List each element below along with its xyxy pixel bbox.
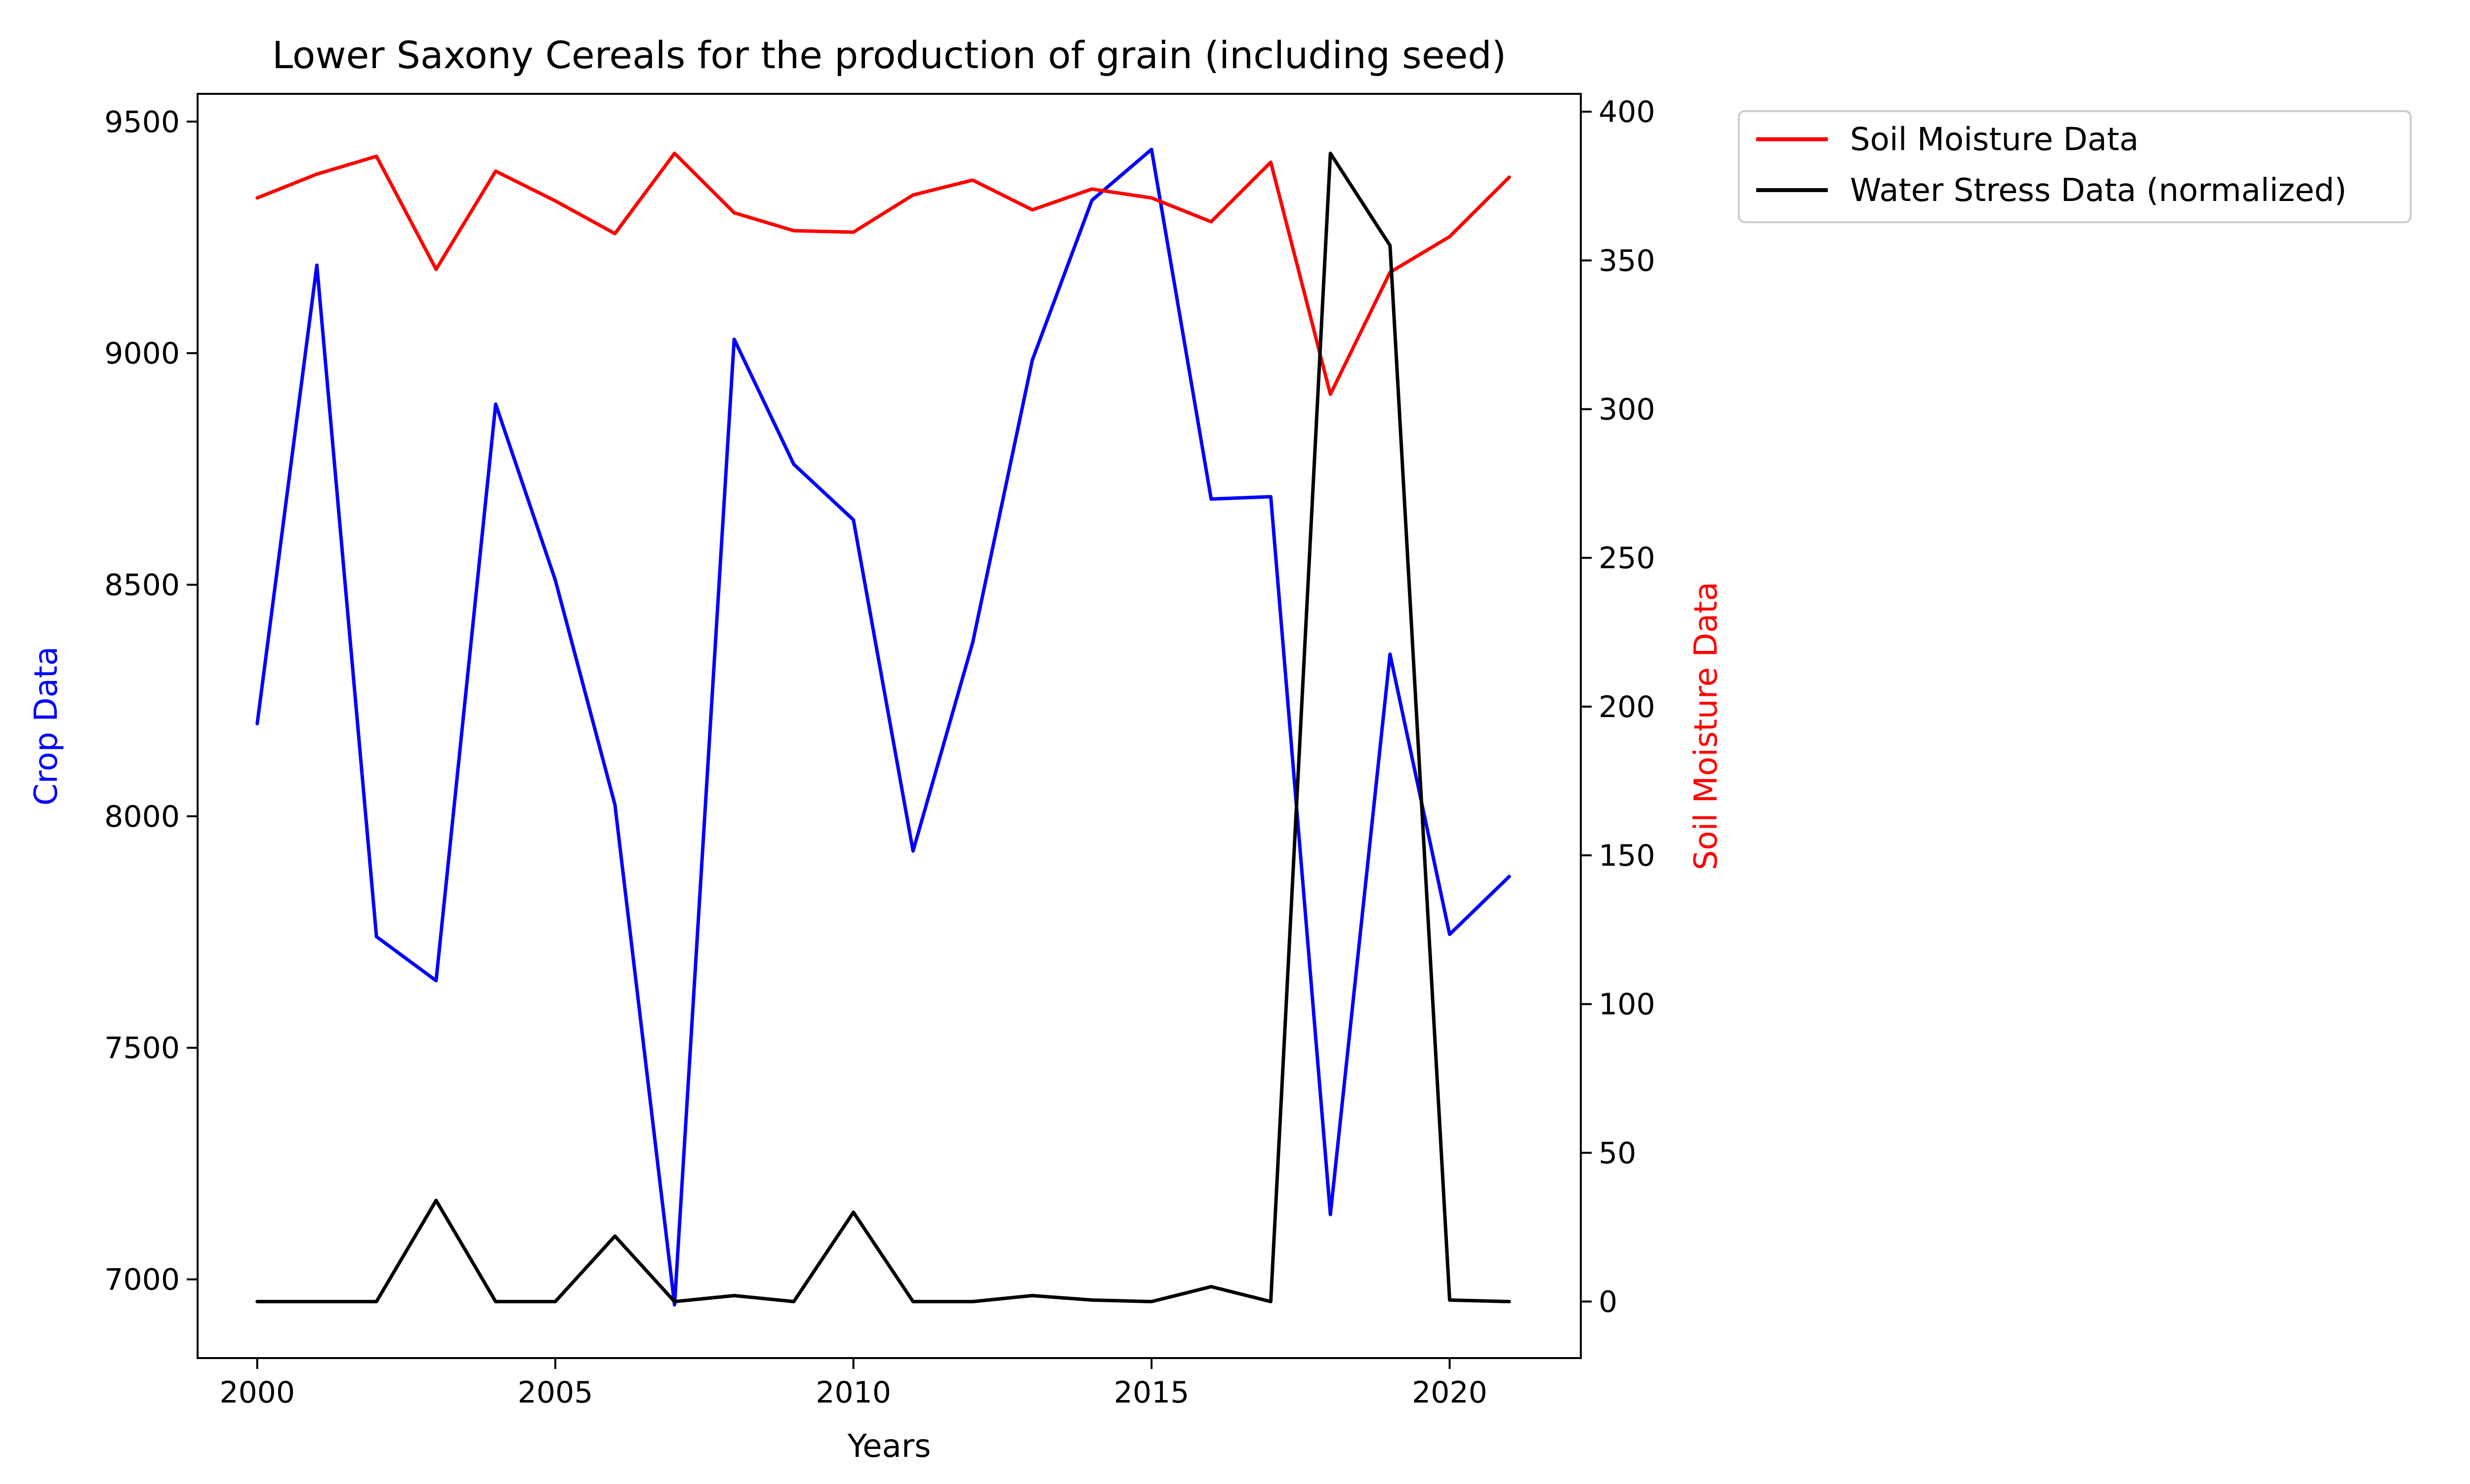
- legend: Soil Moisture Data Water Stress Data (no…: [1738, 110, 2412, 223]
- y-axis-left-label: Crop Data: [28, 646, 65, 806]
- y-right-tick-label: 300: [1599, 392, 1655, 427]
- y-left-tick-label: 8000: [104, 800, 180, 834]
- series-lines: [255, 148, 1511, 1307]
- y-right-tick-label: 200: [1599, 690, 1655, 724]
- y-right-tick-label: 0: [1599, 1285, 1617, 1320]
- x-tick-label: 2020: [1412, 1375, 1487, 1410]
- y-left-tick-label: 9500: [104, 105, 180, 139]
- y-left-tick-label: 7500: [104, 1031, 180, 1066]
- y-left-tick-label: 7000: [104, 1263, 180, 1297]
- plot-frame: [197, 93, 1582, 1359]
- x-tick-label: 2010: [816, 1375, 891, 1410]
- x-tick-label: 2015: [1114, 1375, 1190, 1410]
- y-axis-right-label: Soil Moisture Data: [1688, 582, 1725, 870]
- y-left-tick-label: 9000: [104, 336, 180, 371]
- axes: 2000 2005 2010 2015 202070007500800085009000…: [104, 95, 1655, 1410]
- y-right-tick-label: 150: [1599, 839, 1655, 873]
- legend-label-stress: Water Stress Data (normalized): [1850, 172, 2346, 209]
- y-right-tick-label: 350: [1599, 243, 1655, 278]
- y-left-tick-label: 8500: [104, 568, 180, 602]
- x-tick-label: 2005: [518, 1375, 593, 1410]
- series-line-stress: [255, 152, 1511, 1304]
- legend-frame: [1738, 110, 2412, 223]
- y-right-tick-label: 400: [1599, 95, 1655, 129]
- legend-label-soil: Soil Moisture Data: [1850, 121, 2139, 158]
- x-tick-label: 2000: [219, 1375, 295, 1410]
- series-line-soil: [255, 152, 1511, 396]
- y-right-tick-label: 250: [1599, 541, 1655, 576]
- series-line-crop: [255, 148, 1511, 1307]
- y-right-tick-label: 50: [1599, 1136, 1636, 1170]
- x-axis-label: Years: [847, 1428, 931, 1465]
- y-right-tick-label: 100: [1599, 987, 1655, 1022]
- chart-title: Lower Saxony Cereals for the production …: [272, 33, 1506, 77]
